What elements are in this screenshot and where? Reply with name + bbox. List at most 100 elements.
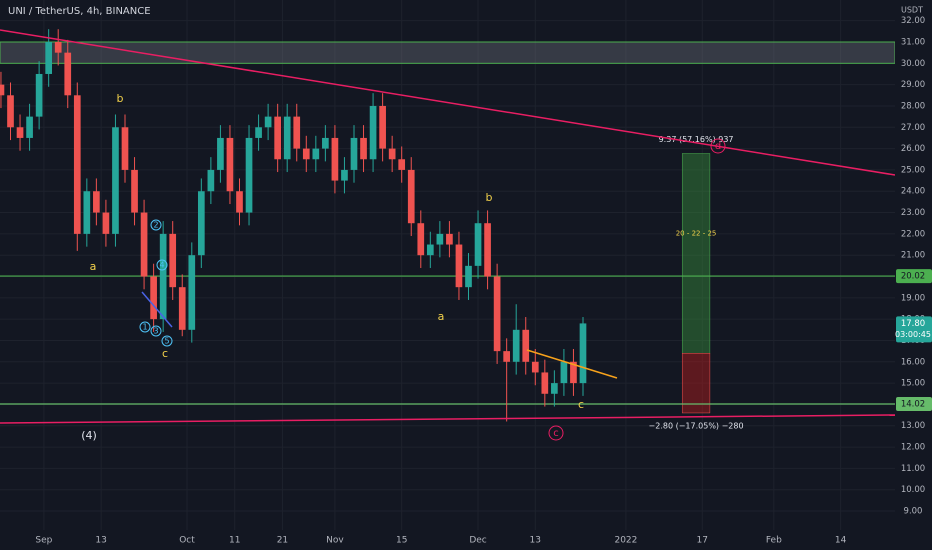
y-tick-label: 22.00 (901, 229, 925, 239)
x-tick-label: 2022 (614, 536, 637, 546)
candle-body (102, 212, 110, 234)
candle-body (474, 223, 482, 266)
price-tag (896, 397, 932, 412)
candle-body (407, 169, 415, 224)
wave-label: b (486, 191, 493, 204)
candle-body (207, 169, 215, 192)
x-tick-label: Dec (469, 536, 486, 546)
candle-body (54, 41, 62, 53)
candle-body (331, 137, 339, 181)
candle-body (197, 191, 205, 256)
y-tick-label: 24.00 (901, 187, 925, 197)
x-tick-label: Nov (326, 536, 344, 546)
candle-body (541, 372, 549, 394)
y-tick-label: 9.00 (904, 507, 923, 517)
wave-label: b (117, 92, 124, 105)
candle-body (379, 105, 386, 149)
x-tick-label: Feb (766, 536, 782, 546)
y-tick-label: 31.00 (901, 37, 925, 47)
candle-body (45, 41, 53, 74)
price-tag (896, 269, 932, 284)
candle-body (455, 244, 463, 288)
wave-label: 5 (164, 337, 169, 346)
x-tick-label: Sep (35, 536, 52, 546)
drawings: a b c 1 2 3 4 5 (4) a b c c d (0, 29, 896, 442)
time-axis-background (0, 530, 895, 550)
wave-label: c (162, 347, 168, 360)
candle-body (436, 233, 444, 245)
candle-body (178, 287, 186, 330)
candle-body (293, 116, 301, 149)
last-price-tag (896, 316, 932, 343)
candle-body (140, 212, 148, 277)
candle-body (26, 116, 33, 138)
wave-label: d (715, 141, 721, 152)
candle-body (245, 137, 253, 213)
candle-body (512, 329, 520, 362)
y-tick-label: 25.00 (901, 165, 925, 175)
candle-body (570, 361, 577, 384)
candle-body (236, 191, 243, 213)
candle-body (302, 148, 310, 160)
wave-label: 2 (153, 221, 158, 230)
candle-body (274, 116, 281, 160)
wave-circle (710, 138, 726, 154)
candle-body (360, 137, 367, 160)
candle-body (484, 223, 491, 277)
candle-body (0, 84, 5, 96)
x-tick-label: 14 (835, 536, 847, 546)
countdown-label: 03:00:45 (895, 330, 931, 339)
price-tag-label: 20.02 (901, 272, 925, 282)
trendline (526, 349, 618, 379)
candle-body (522, 329, 530, 362)
y-tick-label: 15.00 (901, 379, 925, 389)
stop-label: −2.80 (−17.05%) −280 (649, 421, 744, 430)
candle-body (531, 361, 539, 373)
candle-body (426, 244, 434, 256)
wave-circle (139, 321, 151, 333)
wave-circle (150, 325, 162, 337)
currency: USDT (901, 6, 923, 15)
candle-body (503, 351, 510, 362)
candle-body (112, 127, 119, 234)
candle-body (369, 105, 377, 160)
y-tick-label: 11.00 (901, 464, 925, 474)
y-tick-label: 19.00 (901, 293, 925, 303)
x-tick-label: 21 (277, 536, 288, 546)
candle-body (131, 169, 138, 213)
candles (0, 29, 587, 422)
candle-body (121, 127, 129, 170)
candle-body (312, 148, 320, 160)
candle-body (7, 95, 14, 128)
y-tick-label: 26.00 (901, 144, 925, 154)
candle-body (73, 95, 81, 234)
trendline (141, 291, 173, 328)
wave-circle (150, 219, 162, 231)
candle-body (341, 169, 348, 181)
target-label: 9.37 (57.16%) 937 (659, 135, 734, 144)
wave-label: 3 (153, 327, 158, 336)
candle-body (560, 361, 568, 384)
wave-circle (548, 425, 564, 441)
y-tick-label: 27.00 (901, 123, 925, 133)
candle-body (169, 233, 177, 288)
candle-body (398, 159, 406, 170)
y-tick-label: 12.00 (901, 443, 925, 453)
price-tag-label: 14.02 (901, 400, 925, 410)
loss-zone (681, 353, 711, 414)
candle-body (83, 191, 91, 234)
x-tick-label: 11 (229, 536, 240, 546)
wave-label: (4) (81, 429, 97, 442)
wave-label: c (553, 428, 559, 439)
candle-body (255, 127, 262, 138)
last-price-label: 17.80 (901, 319, 925, 329)
grid (0, 0, 895, 530)
candle-body (579, 323, 587, 384)
y-tick-label: 16.00 (901, 357, 925, 367)
wave-label: 4 (159, 261, 164, 270)
candle-body (159, 233, 167, 320)
targets-label: 20 - 22 - 25 (676, 229, 717, 237)
y-tick-label: 32.00 (901, 16, 925, 26)
candle-body (93, 191, 100, 213)
